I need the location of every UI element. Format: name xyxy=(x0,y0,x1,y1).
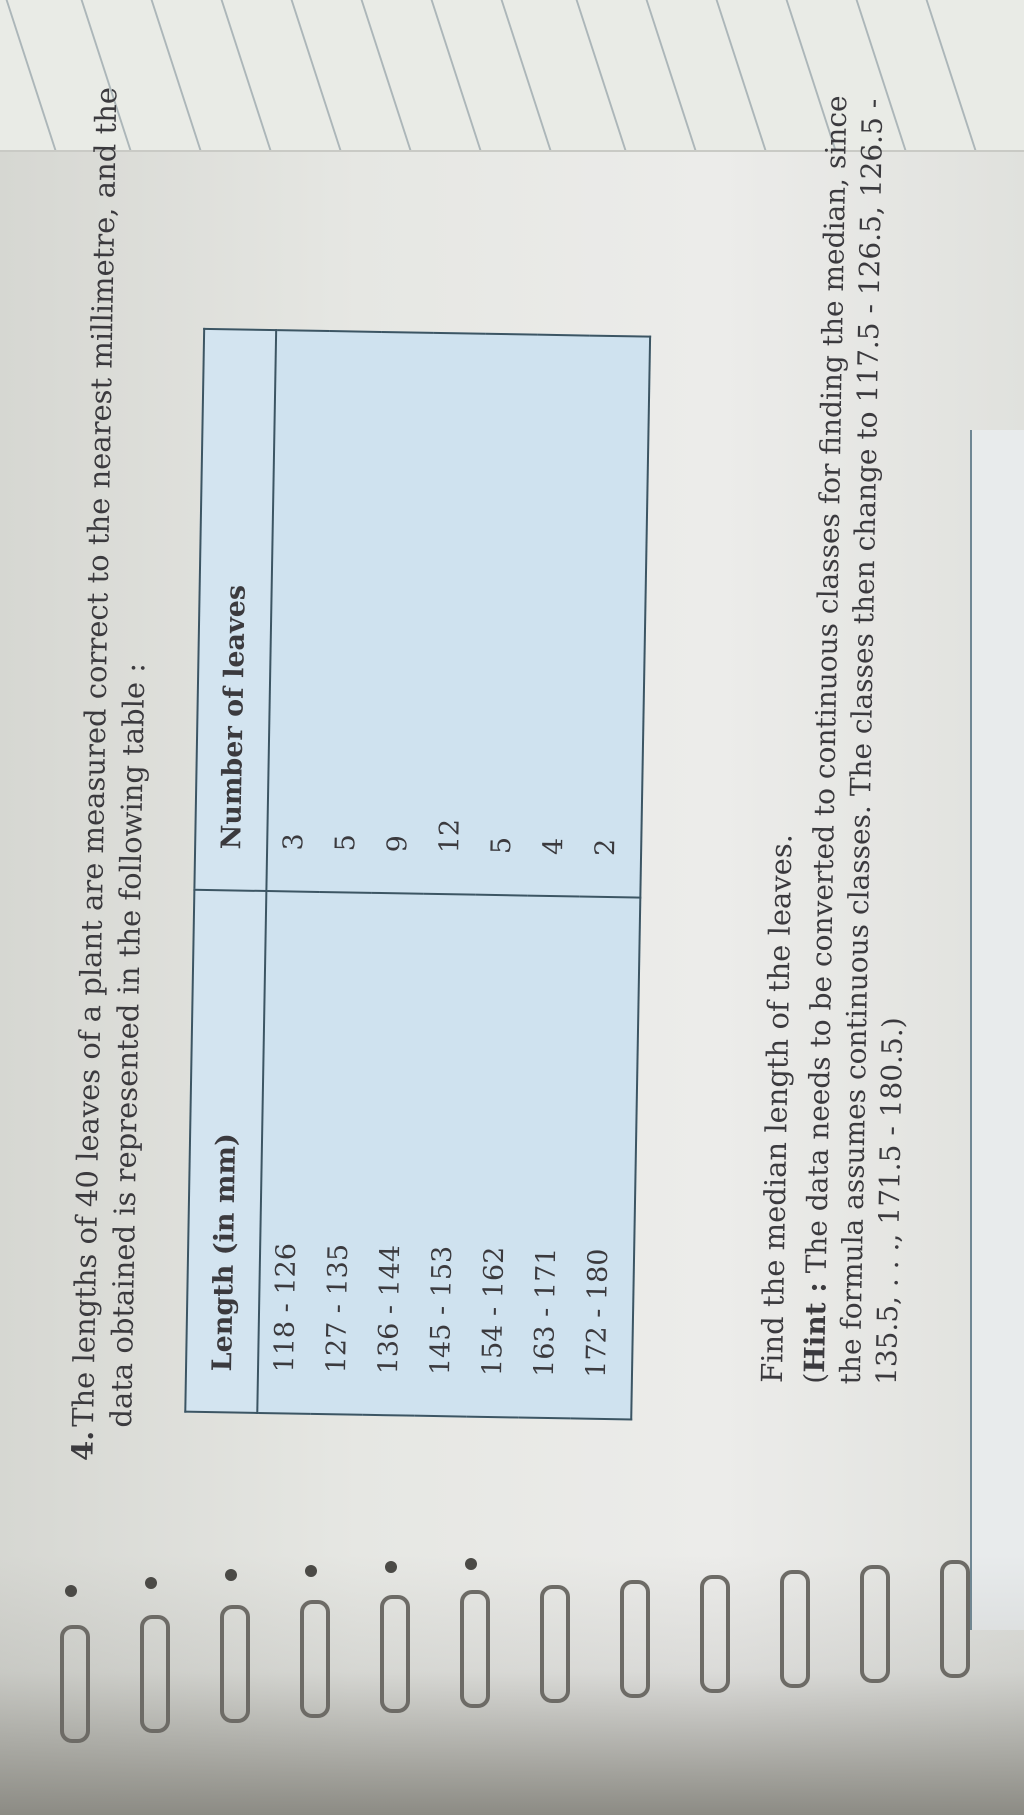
spiral-coil xyxy=(940,1560,970,1678)
spiral-binding xyxy=(0,1555,1024,1815)
ruled-notebook-page xyxy=(0,0,1024,152)
spiral-coil xyxy=(300,1600,330,1718)
spiral-coil xyxy=(780,1570,810,1688)
spiral-coil xyxy=(860,1565,890,1683)
count-cell: 3 xyxy=(266,330,330,892)
spiral-coil xyxy=(380,1595,410,1713)
length-cell: 154 - 162 xyxy=(466,894,528,1418)
spiral-coil xyxy=(60,1625,90,1743)
binding-hole xyxy=(385,1561,397,1573)
length-cell: 136 - 144 xyxy=(362,892,424,1416)
hint-paragraph: (Hint : The data needs to be converted t… xyxy=(797,49,928,1386)
header-number-of-leaves: Number of leaves xyxy=(194,328,277,892)
binding-hole xyxy=(145,1577,157,1589)
count-cell: 2 xyxy=(579,335,651,898)
binding-hole xyxy=(225,1569,237,1581)
header-length: Length (in mm) xyxy=(185,889,267,1413)
spiral-coil xyxy=(220,1605,250,1723)
length-cell: 163 - 171 xyxy=(518,895,580,1419)
length-cell: 145 - 153 xyxy=(414,893,476,1417)
textbook-page-content: 4. The lengths of 40 leaves of a plant a… xyxy=(28,0,1019,1787)
spiral-coil xyxy=(620,1580,650,1698)
question-number: 4. xyxy=(65,1430,100,1462)
question-text: The lengths of 40 leaves of a plant are … xyxy=(65,86,152,1428)
hint-open-paren: ( xyxy=(797,1372,832,1384)
length-cell: 118 - 126 xyxy=(257,891,320,1414)
length-cell: 127 - 135 xyxy=(310,891,372,1415)
binding-hole xyxy=(65,1585,77,1597)
length-cell: 172 - 180 xyxy=(570,896,641,1420)
spiral-coil xyxy=(140,1615,170,1733)
question-4: 4. The lengths of 40 leaves of a plant a… xyxy=(63,31,164,1462)
spiral-coil xyxy=(540,1585,570,1703)
binding-hole xyxy=(465,1558,477,1570)
hint-label: Hint : xyxy=(798,1281,833,1374)
adjacent-page-edge xyxy=(970,430,1024,1630)
spiral-coil xyxy=(460,1590,490,1708)
ruled-line xyxy=(2,0,60,150)
binding-hole xyxy=(305,1565,317,1577)
leaf-length-table: Length (in mm) Number of leaves 118 - 12… xyxy=(184,327,652,1421)
spiral-coil xyxy=(700,1575,730,1693)
hint-text: The data needs to be converted to contin… xyxy=(799,95,910,1386)
find-median-instruction: Find the median length of the leaves. xyxy=(754,833,799,1384)
